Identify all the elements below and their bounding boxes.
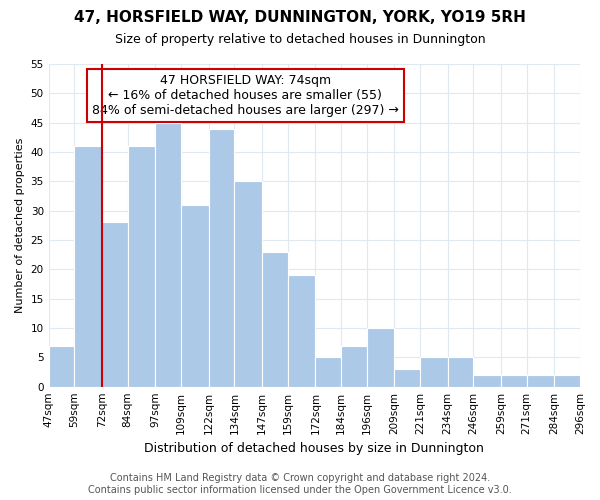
Bar	[420, 358, 448, 386]
Bar	[394, 369, 420, 386]
Bar	[262, 252, 287, 386]
Bar	[181, 205, 209, 386]
Y-axis label: Number of detached properties: Number of detached properties	[15, 138, 25, 313]
Bar	[74, 146, 102, 386]
Bar	[128, 146, 155, 386]
Bar	[316, 358, 341, 386]
Bar	[501, 375, 527, 386]
Text: 47, HORSFIELD WAY, DUNNINGTON, YORK, YO19 5RH: 47, HORSFIELD WAY, DUNNINGTON, YORK, YO1…	[74, 10, 526, 25]
Bar	[102, 222, 128, 386]
X-axis label: Distribution of detached houses by size in Dunnington: Distribution of detached houses by size …	[145, 442, 484, 455]
Bar	[527, 375, 554, 386]
Text: 47 HORSFIELD WAY: 74sqm
← 16% of detached houses are smaller (55)
84% of semi-de: 47 HORSFIELD WAY: 74sqm ← 16% of detache…	[92, 74, 398, 116]
Bar	[554, 375, 580, 386]
Text: Contains HM Land Registry data © Crown copyright and database right 2024.
Contai: Contains HM Land Registry data © Crown c…	[88, 474, 512, 495]
Text: Size of property relative to detached houses in Dunnington: Size of property relative to detached ho…	[115, 32, 485, 46]
Bar	[473, 375, 501, 386]
Bar	[155, 122, 181, 386]
Bar	[448, 358, 473, 386]
Bar	[49, 346, 74, 387]
Bar	[209, 128, 235, 386]
Bar	[287, 275, 316, 386]
Bar	[341, 346, 367, 387]
Bar	[235, 182, 262, 386]
Bar	[367, 328, 394, 386]
